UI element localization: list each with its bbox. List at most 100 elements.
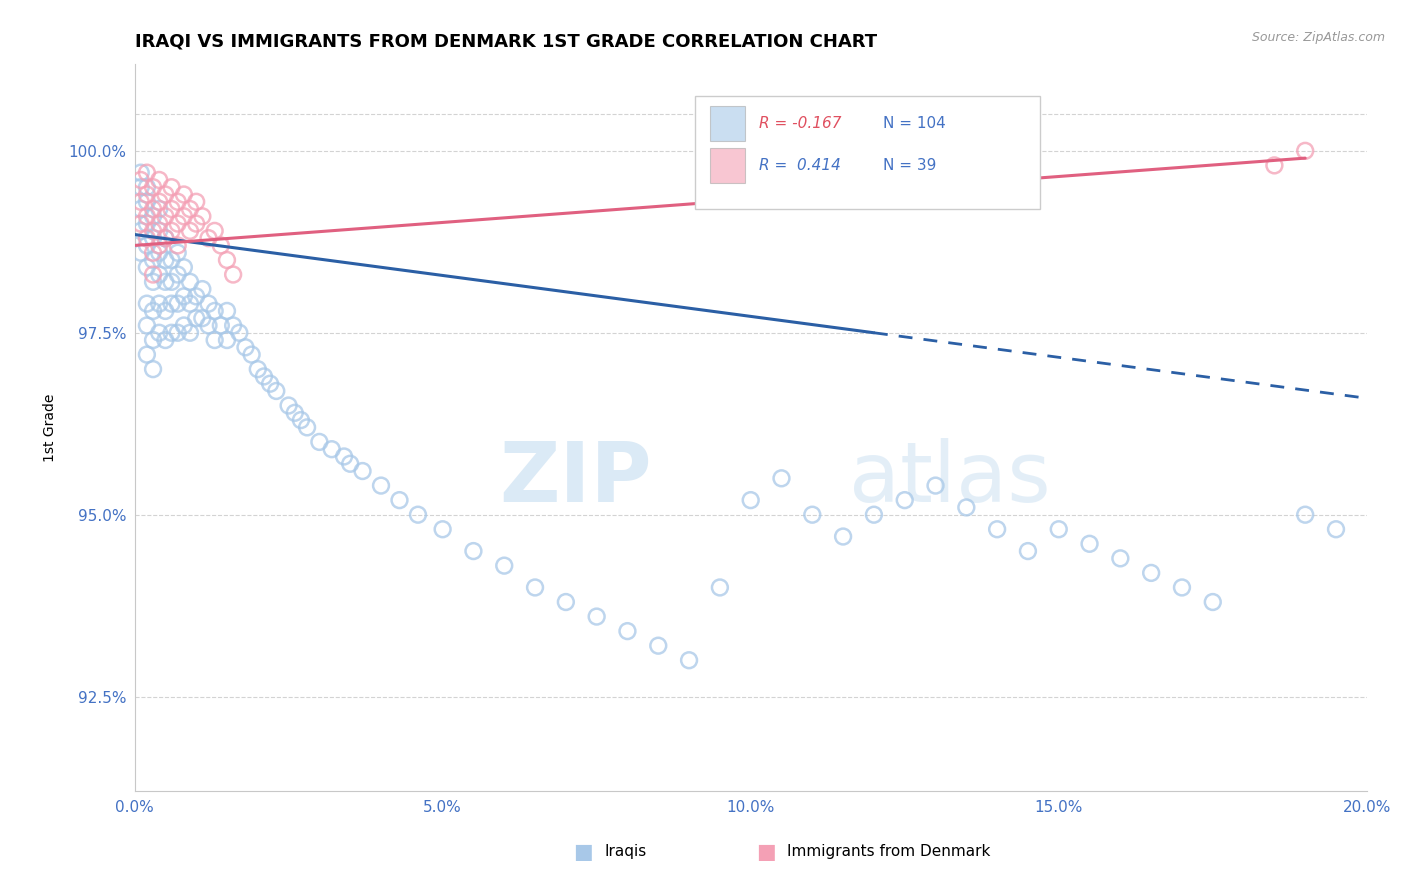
Point [173,318,195,333]
Point [1171,581,1194,595]
Point [135,231,157,245]
Point [209,318,232,333]
Point [1324,522,1347,536]
Point [204,304,226,318]
Point [173,289,195,303]
Point [142,333,165,347]
Point [186,289,208,303]
Point [148,217,170,231]
Point [142,304,165,318]
Point [135,210,157,224]
Point [264,384,287,398]
Point [863,508,886,522]
Point [240,348,263,362]
Point [142,224,165,238]
Point [801,508,824,522]
Point [191,311,214,326]
Point [173,210,195,224]
Point [148,268,170,282]
Point [616,624,638,639]
Point [215,304,238,318]
Point [295,420,318,434]
Point [191,282,214,296]
Point [1140,566,1163,580]
Point [1109,551,1132,566]
Text: Source: ZipAtlas.com: Source: ZipAtlas.com [1251,31,1385,45]
Point [186,217,208,231]
Point [832,529,855,543]
Point [235,340,257,354]
Point [179,275,201,289]
Point [246,362,269,376]
Point [339,457,361,471]
Point [129,217,152,231]
Point [321,442,343,457]
Point [370,478,392,492]
Point [173,260,195,275]
FancyBboxPatch shape [695,96,1040,209]
Point [135,166,157,180]
Point [129,173,152,187]
Point [148,224,170,238]
Point [179,202,201,216]
Text: R = -0.167: R = -0.167 [759,117,842,131]
Point [142,231,165,245]
Point [197,296,219,310]
Point [135,238,157,252]
Point [179,224,201,238]
Point [160,180,183,194]
Point [160,202,183,216]
Point [166,326,188,340]
Point [290,413,312,427]
Point [197,231,219,245]
Point [148,238,170,252]
Point [135,260,157,275]
Point [142,180,165,194]
Text: Iraqis: Iraqis [605,845,647,859]
Point [585,609,607,624]
Point [129,224,152,238]
Point [148,326,170,340]
Point [191,210,214,224]
Point [333,450,356,464]
Bar [710,148,745,183]
Point [1078,537,1101,551]
Point [222,268,245,282]
Point [1294,508,1316,522]
Point [432,522,454,536]
Point [142,210,165,224]
Point [893,493,915,508]
Point [204,333,226,347]
Point [955,500,977,515]
Point [142,268,165,282]
Point [155,333,177,347]
Point [155,275,177,289]
Point [253,369,276,384]
Point [1047,522,1070,536]
Text: N = 104: N = 104 [883,117,945,131]
Text: ■: ■ [756,842,776,862]
Point [166,268,188,282]
Point [463,544,485,558]
Point [129,180,152,194]
Text: Immigrants from Denmark: Immigrants from Denmark [787,845,991,859]
Point [179,296,201,310]
Point [406,508,429,522]
Point [494,558,516,573]
Point [142,275,165,289]
Point [155,187,177,202]
Point [215,333,238,347]
Point [524,581,547,595]
Point [148,202,170,216]
Point [284,406,307,420]
Point [166,217,188,231]
Point [160,296,183,310]
Point [352,464,374,478]
Point [179,326,201,340]
Point [155,252,177,267]
Text: ZIP: ZIP [499,438,652,519]
Point [135,180,157,194]
Point [155,210,177,224]
Point [186,194,208,209]
Point [1263,158,1285,172]
